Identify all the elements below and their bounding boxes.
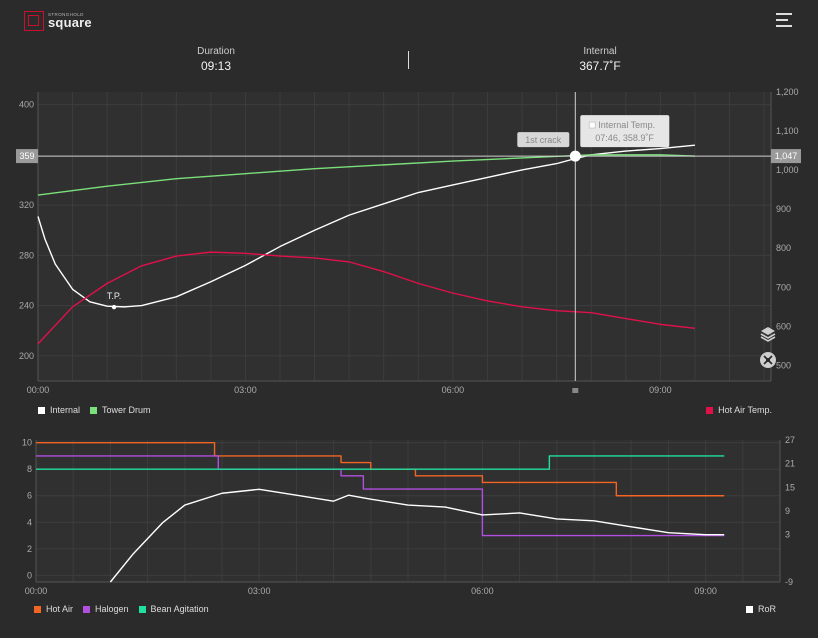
turning-point-label: T.P. xyxy=(107,291,121,301)
stat-divider xyxy=(408,51,409,69)
legend-swatch xyxy=(34,605,41,613)
legend-swatch xyxy=(138,605,146,613)
reset-zoom-icon[interactable] xyxy=(759,351,777,369)
crosshair-right-label: 1,047 xyxy=(775,151,798,161)
x-tick-label: 00:00 xyxy=(25,586,48,596)
x-tick-label: 09:00 xyxy=(649,385,672,395)
series-line-hot-air-temp xyxy=(37,251,696,345)
temperature-chart[interactable]: 400 320 280 240 200 1,200 1,100 1,000 900 800 700 6… xyxy=(0,0,818,400)
x-tick-label: 06:00 xyxy=(471,586,494,596)
legend-swatch xyxy=(83,605,91,613)
control-legend: Hot Air Halogen Bean Agitation xyxy=(34,604,213,614)
internal-label: Internal xyxy=(583,46,617,57)
crosshair-right-badge xyxy=(771,149,801,164)
logo-tagline: STRONGHOLD xyxy=(48,12,84,17)
legend-item-ror[interactable]: RoR xyxy=(745,604,776,614)
series-line-ror xyxy=(109,488,725,583)
series-line-tower-drum xyxy=(37,154,695,196)
crosshair-x-marker xyxy=(572,388,579,393)
y-left-tick-label: 2 xyxy=(27,544,32,554)
y-right-tick-label: 700 xyxy=(776,282,791,292)
first-crack-label: 1st crack xyxy=(525,135,562,145)
y-right-tick-label: -9 xyxy=(785,577,793,587)
y-left-tick-label: 6 xyxy=(27,491,32,501)
ror-legend: RoR xyxy=(745,604,780,614)
logo-mark-icon xyxy=(24,11,44,31)
legend-item-internal[interactable]: Internal xyxy=(38,405,80,415)
legend-label: Tower Drum xyxy=(102,405,151,415)
legend-swatch xyxy=(38,406,45,414)
y-left-tick-label: 8 xyxy=(27,464,32,474)
legend-item-hot-air[interactable]: Hot Air xyxy=(34,604,73,614)
legend-label: RoR xyxy=(757,604,776,614)
legend-label: Internal xyxy=(50,405,81,415)
y-left-tick-label: 0 xyxy=(27,570,32,580)
duration-label: Duration xyxy=(197,46,235,57)
x-tick-label: 03:00 xyxy=(234,385,257,395)
tooltip-swatch xyxy=(588,121,596,129)
y-left-tick-label: 320 xyxy=(19,200,34,210)
tooltip-box xyxy=(580,115,670,148)
y-right-tick-label: 3 xyxy=(785,530,790,540)
y-right-tick-label: 1,200 xyxy=(776,87,799,97)
crosshair-left-label: 359 xyxy=(19,151,34,161)
legend-swatch xyxy=(90,406,98,414)
y-right-tick-label: 15 xyxy=(785,482,795,492)
legend-label: Hot Air Temp. xyxy=(718,405,772,415)
top-bar: STRONGHOLD square xyxy=(0,0,818,40)
y-right-tick-label: 800 xyxy=(776,243,791,253)
y-left-tick-label: 400 xyxy=(19,100,34,110)
y-left-tick-label: 4 xyxy=(27,517,32,527)
y-right-tick-label: 1,100 xyxy=(776,126,799,136)
turning-point-marker xyxy=(111,304,117,310)
internal-stat: Internal 367.7˚F xyxy=(500,46,700,73)
hamburger-menu-icon[interactable] xyxy=(776,13,794,27)
y-right-tick-label: 1,000 xyxy=(776,165,799,175)
y-right-tick-label: 600 xyxy=(776,321,791,331)
y-right-tick-label: 500 xyxy=(776,360,791,370)
legend-swatch xyxy=(745,605,753,613)
y-right-tick-label: 9 xyxy=(785,506,790,516)
y-left-tick-label: 200 xyxy=(19,351,34,361)
x-tick-label: 09:00 xyxy=(694,586,717,596)
series-line-halogen xyxy=(36,455,725,537)
crosshair-left-badge xyxy=(16,149,38,164)
y-left-tick-label: 240 xyxy=(19,301,34,311)
first-crack-badge xyxy=(517,132,570,148)
y-right-tick-label: 900 xyxy=(776,204,791,214)
y-right-tick-label: 21 xyxy=(785,459,795,469)
legend-label: Hot Air xyxy=(46,604,74,614)
legend-swatch xyxy=(706,406,714,414)
series-line-bean-agitation xyxy=(36,455,725,470)
hot-air-legend: Hot Air Temp. xyxy=(706,405,776,415)
legend-label: Halogen xyxy=(95,604,129,614)
layers-icon[interactable] xyxy=(759,325,777,343)
tooltip-title: Internal Temp. xyxy=(598,120,655,130)
y-left-tick-label: 10 xyxy=(22,438,32,448)
duration-value: 09:13 xyxy=(200,59,232,73)
first-crack-marker xyxy=(569,150,581,162)
logo-wordmark: square xyxy=(48,15,92,30)
y-right-tick-label: 27 xyxy=(785,435,795,445)
temperature-legend: Internal Tower Drum xyxy=(38,405,155,415)
legend-item-bean-agitation[interactable]: Bean Agitation xyxy=(138,604,209,614)
tooltip-value: 07:46, 358.9˚F xyxy=(595,133,654,143)
stronghold-logo[interactable]: STRONGHOLD square xyxy=(24,11,94,31)
legend-label: Bean Agitation xyxy=(150,604,209,614)
x-tick-label: 00:00 xyxy=(27,385,50,395)
y-left-tick-label: 280 xyxy=(19,250,34,260)
x-tick-label: 03:00 xyxy=(248,586,271,596)
internal-value: 367.7˚F xyxy=(579,59,621,73)
x-tick-label: 06:00 xyxy=(442,385,465,395)
legend-item-tower-drum[interactable]: Tower Drum xyxy=(90,405,151,415)
legend-item-hot-air-temp[interactable]: Hot Air Temp. xyxy=(706,405,772,415)
legend-item-halogen[interactable]: Halogen xyxy=(83,604,129,614)
duration-stat: Duration 09:13 xyxy=(116,46,316,73)
